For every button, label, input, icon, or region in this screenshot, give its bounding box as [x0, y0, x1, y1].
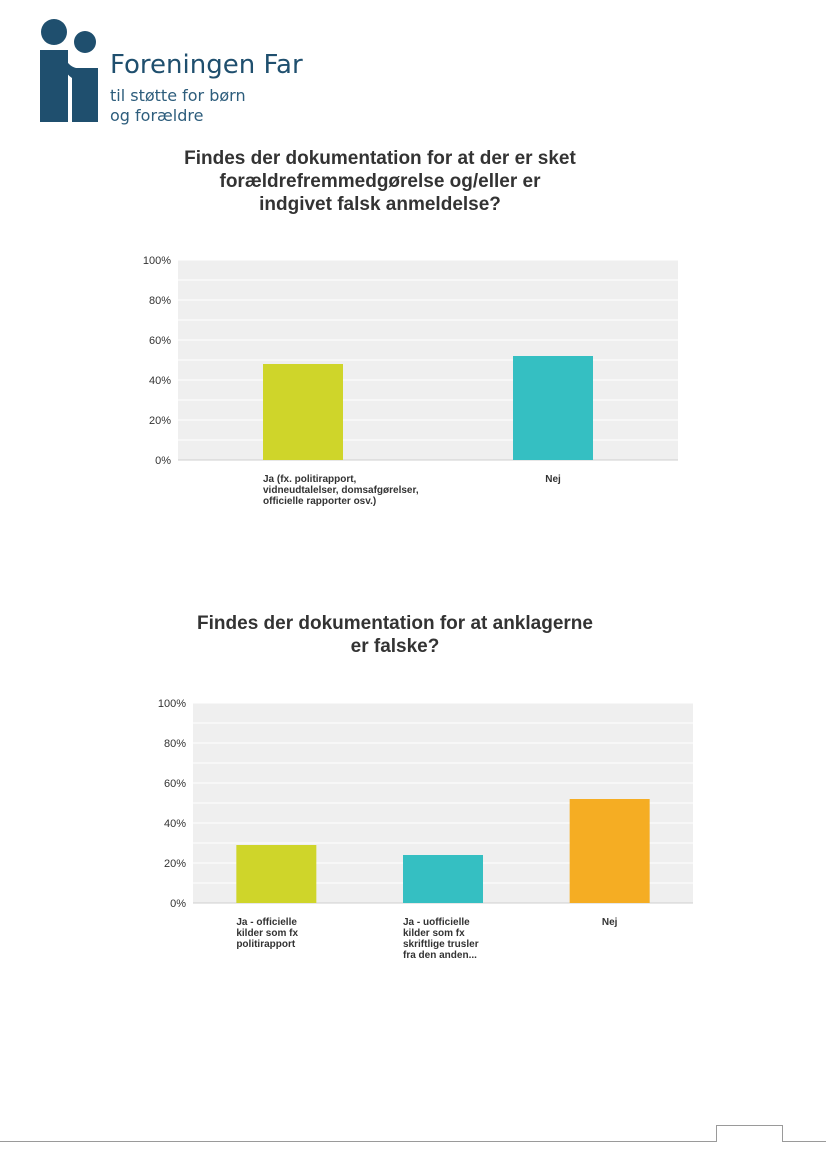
chart-2-y-tick-label: 80% [164, 738, 186, 750]
logo-tagline: og forældre [110, 106, 204, 125]
chart-1-y-tick-label: 100% [143, 255, 171, 267]
logo-figures-icon [40, 19, 98, 122]
chart-1-title-line: forældrefremmedgørelse og/eller er [219, 171, 541, 192]
chart-2-y-tick-label: 40% [164, 818, 186, 830]
chart-1: 0% 20% 40% 60% 80% 100% Ja (fx. politirapport,… [143, 255, 678, 507]
chart-2-bar [236, 845, 317, 903]
chart-1-y-tick-label: 20% [149, 415, 171, 427]
logo-name: Foreningen Far [110, 50, 303, 80]
chart-1-y-tick-label: 60% [149, 335, 171, 347]
chart-2-y-tick-label: 100% [158, 698, 186, 710]
footer-rule [0, 1141, 716, 1142]
chart-2-y-tick-label: 0% [170, 898, 186, 910]
chart-2-y-tick-label: 60% [164, 778, 186, 790]
chart-2-y-tick-label: 20% [164, 858, 186, 870]
chart-2: 0% 20% 40% 60% 80% 100% Ja - officielle kilder … [158, 698, 693, 961]
chart-1-y-tick-label: 0% [155, 455, 171, 467]
chart-2-title-line: er falske? [350, 636, 440, 657]
chart-1-title-line: indgivet falsk anmeldelse? [259, 194, 501, 215]
chart-2-bar [569, 799, 650, 903]
chart-1-bar [513, 356, 593, 460]
chart-2-x-tick-label: Ja - uofficielle kilder som fx skriftlige … [403, 917, 479, 961]
chart-1-y-tick-label: 40% [149, 375, 171, 387]
chart-1-title: Findes der dokumentation for at der er s… [130, 147, 630, 216]
chart-1-y-tick-label: 80% [149, 295, 171, 307]
chart-1-bar [263, 364, 343, 460]
logo: Foreningen Far til støtte for børn og fo… [38, 18, 318, 128]
chart-2-x-tick-label: Ja - officielle kilder som fx politirappor… [236, 917, 298, 950]
footer-rule [783, 1141, 826, 1142]
chart-2-title-line: Findes der dokumentation for at anklager… [197, 613, 593, 634]
logo-tagline: til støtte for børn [110, 86, 246, 105]
chart-1-x-tick-label: Nej [545, 474, 561, 485]
chart-1-x-tick-label: Ja (fx. politirapport, vidneudtalelser, d… [263, 474, 419, 507]
page-number-box [716, 1125, 783, 1142]
chart-2-x-tick-label: Nej [602, 917, 618, 928]
chart-2-title: Findes der dokumentation for at anklager… [145, 612, 645, 658]
chart-2-bar [403, 855, 483, 903]
chart-1-title-line: Findes der dokumentation for at der er s… [184, 148, 576, 169]
